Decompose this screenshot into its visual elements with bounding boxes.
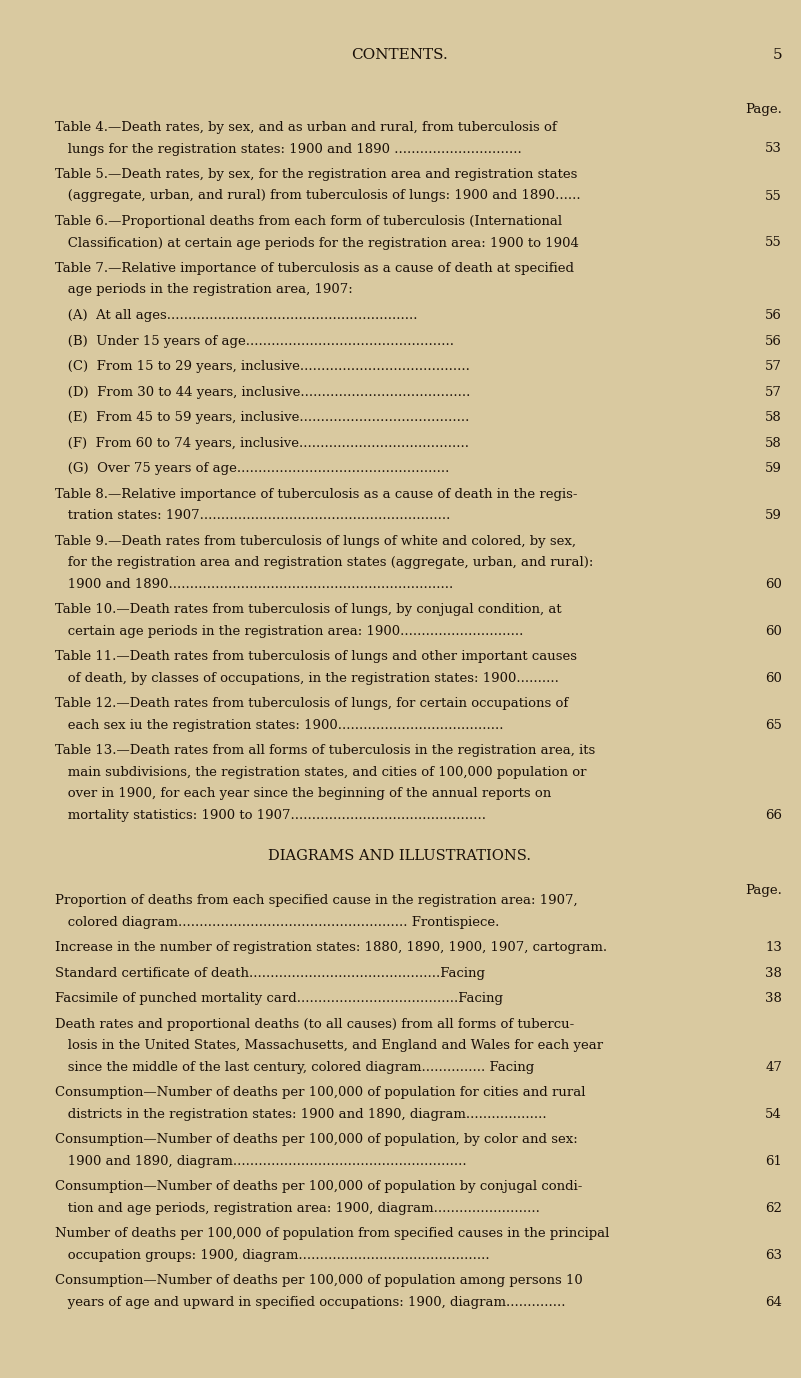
Text: (C)  From 15 to 29 years, inclusive........................................: (C) From 15 to 29 years, inclusive......… xyxy=(55,360,470,373)
Text: 55: 55 xyxy=(765,237,782,249)
Text: Table 12.—Death rates from tuberculosis of lungs, for certain occupations of: Table 12.—Death rates from tuberculosis … xyxy=(55,697,568,710)
Text: 62: 62 xyxy=(765,1202,782,1214)
Text: 61: 61 xyxy=(765,1155,782,1167)
Text: losis in the United States, Massachusetts, and England and Wales for each year: losis in the United States, Massachusett… xyxy=(55,1039,603,1051)
Text: 1900 and 1890...................................................................: 1900 and 1890...........................… xyxy=(55,577,453,591)
Text: (G)  Over 75 years of age..................................................: (G) Over 75 years of age................… xyxy=(55,462,449,475)
Text: Proportion of deaths from each specified cause in the registration area: 1907,: Proportion of deaths from each specified… xyxy=(55,894,578,907)
Text: 66: 66 xyxy=(765,809,782,821)
Text: Table 11.—Death rates from tuberculosis of lungs and other important causes: Table 11.—Death rates from tuberculosis … xyxy=(55,650,577,663)
Text: Page.: Page. xyxy=(745,103,782,116)
Text: 65: 65 xyxy=(765,718,782,732)
Text: 56: 56 xyxy=(765,335,782,347)
Text: 54: 54 xyxy=(765,1108,782,1120)
Text: 64: 64 xyxy=(765,1295,782,1309)
Text: Consumption—Number of deaths per 100,000 of population for cities and rural: Consumption—Number of deaths per 100,000… xyxy=(55,1086,586,1100)
Text: Table 9.—Death rates from tuberculosis of lungs of white and colored, by sex,: Table 9.—Death rates from tuberculosis o… xyxy=(55,535,576,547)
Text: for the registration area and registration states (aggregate, urban, and rural):: for the registration area and registrati… xyxy=(55,555,594,569)
Text: Table 13.—Death rates from all forms of tuberculosis in the registration area, i: Table 13.—Death rates from all forms of … xyxy=(55,744,595,757)
Text: Table 10.—Death rates from tuberculosis of lungs, by conjugal condition, at: Table 10.—Death rates from tuberculosis … xyxy=(55,604,562,616)
Text: 55: 55 xyxy=(765,190,782,203)
Text: 58: 58 xyxy=(765,437,782,449)
Text: Classification) at certain age periods for the registration area: 1900 to 1904: Classification) at certain age periods f… xyxy=(55,237,579,249)
Text: of death, by classes of occupations, in the registration states: 1900..........: of death, by classes of occupations, in … xyxy=(55,671,559,685)
Text: Table 6.—Proportional deaths from each form of tuberculosis (International: Table 6.—Proportional deaths from each f… xyxy=(55,215,562,227)
Text: certain age periods in the registration area: 1900.............................: certain age periods in the registration … xyxy=(55,624,523,638)
Text: (F)  From 60 to 74 years, inclusive........................................: (F) From 60 to 74 years, inclusive......… xyxy=(55,437,469,449)
Text: 5: 5 xyxy=(772,48,782,62)
Text: 56: 56 xyxy=(765,309,782,322)
Text: (aggregate, urban, and rural) from tuberculosis of lungs: 1900 and 1890......: (aggregate, urban, and rural) from tuber… xyxy=(55,190,581,203)
Text: 57: 57 xyxy=(765,386,782,398)
Text: Number of deaths per 100,000 of population from specified causes in the principa: Number of deaths per 100,000 of populati… xyxy=(55,1226,610,1240)
Text: districts in the registration states: 1900 and 1890, diagram...................: districts in the registration states: 19… xyxy=(55,1108,546,1120)
Text: CONTENTS.: CONTENTS. xyxy=(352,48,449,62)
Text: tration states: 1907...........................................................: tration states: 1907....................… xyxy=(55,508,450,522)
Text: Table 7.—Relative importance of tuberculosis as a cause of death at specified: Table 7.—Relative importance of tubercul… xyxy=(55,262,574,276)
Text: 59: 59 xyxy=(765,462,782,475)
Text: 38: 38 xyxy=(765,966,782,980)
Text: over in 1900, for each year since the beginning of the annual reports on: over in 1900, for each year since the be… xyxy=(55,787,551,801)
Text: 47: 47 xyxy=(765,1061,782,1073)
Text: occupation groups: 1900, diagram.............................................: occupation groups: 1900, diagram........… xyxy=(55,1248,489,1261)
Text: Page.: Page. xyxy=(745,885,782,897)
Text: main subdivisions, the registration states, and cities of 100,000 population or: main subdivisions, the registration stat… xyxy=(55,766,586,779)
Text: years of age and upward in specified occupations: 1900, diagram..............: years of age and upward in specified occ… xyxy=(55,1295,566,1309)
Text: Facsimile of punched mortality card......................................Facing: Facsimile of punched mortality card.....… xyxy=(55,992,503,1005)
Text: since the middle of the last century, colored diagram............... Facing: since the middle of the last century, co… xyxy=(55,1061,534,1073)
Text: Death rates and proportional deaths (to all causes) from all forms of tubercu-: Death rates and proportional deaths (to … xyxy=(55,1017,574,1031)
Text: 60: 60 xyxy=(765,671,782,685)
Text: Standard certificate of death.............................................Facing: Standard certificate of death...........… xyxy=(55,966,485,980)
Text: lungs for the registration states: 1900 and 1890 ..............................: lungs for the registration states: 1900 … xyxy=(55,142,521,156)
Text: Consumption—Number of deaths per 100,000 of population, by color and sex:: Consumption—Number of deaths per 100,000… xyxy=(55,1133,578,1146)
Text: Table 5.—Death rates, by sex, for the registration area and registration states: Table 5.—Death rates, by sex, for the re… xyxy=(55,168,578,181)
Text: (D)  From 30 to 44 years, inclusive........................................: (D) From 30 to 44 years, inclusive......… xyxy=(55,386,470,398)
Text: (A)  At all ages...........................................................: (A) At all ages.........................… xyxy=(55,309,417,322)
Text: 63: 63 xyxy=(765,1248,782,1261)
Text: (B)  Under 15 years of age.................................................: (B) Under 15 years of age...............… xyxy=(55,335,454,347)
Text: 13: 13 xyxy=(765,941,782,954)
Text: 58: 58 xyxy=(765,411,782,424)
Text: 53: 53 xyxy=(765,142,782,156)
Text: (E)  From 45 to 59 years, inclusive........................................: (E) From 45 to 59 years, inclusive......… xyxy=(55,411,469,424)
Text: 1900 and 1890, diagram.......................................................: 1900 and 1890, diagram..................… xyxy=(55,1155,467,1167)
Text: mortality statistics: 1900 to 1907..............................................: mortality statistics: 1900 to 1907......… xyxy=(55,809,486,821)
Text: Consumption—Number of deaths per 100,000 of population among persons 10: Consumption—Number of deaths per 100,000… xyxy=(55,1275,583,1287)
Text: 60: 60 xyxy=(765,577,782,591)
Text: 57: 57 xyxy=(765,360,782,373)
Text: Consumption—Number of deaths per 100,000 of population by conjugal condi-: Consumption—Number of deaths per 100,000… xyxy=(55,1180,582,1193)
Text: DIAGRAMS AND ILLUSTRATIONS.: DIAGRAMS AND ILLUSTRATIONS. xyxy=(268,849,532,863)
Text: Increase in the number of registration states: 1880, 1890, 1900, 1907, cartogram: Increase in the number of registration s… xyxy=(55,941,607,954)
Text: Table 4.—Death rates, by sex, and as urban and rural, from tuberculosis of: Table 4.—Death rates, by sex, and as urb… xyxy=(55,121,557,134)
Text: Table 8.—Relative importance of tuberculosis as a cause of death in the regis-: Table 8.—Relative importance of tubercul… xyxy=(55,488,578,500)
Text: 60: 60 xyxy=(765,624,782,638)
Text: age periods in the registration area, 1907:: age periods in the registration area, 19… xyxy=(55,284,352,296)
Text: 38: 38 xyxy=(765,992,782,1005)
Text: tion and age periods, registration area: 1900, diagram.........................: tion and age periods, registration area:… xyxy=(55,1202,540,1214)
Text: colored diagram...................................................... Frontispie: colored diagram.........................… xyxy=(55,915,499,929)
Text: 59: 59 xyxy=(765,508,782,522)
Text: each sex iu the registration states: 1900.......................................: each sex iu the registration states: 190… xyxy=(55,718,504,732)
